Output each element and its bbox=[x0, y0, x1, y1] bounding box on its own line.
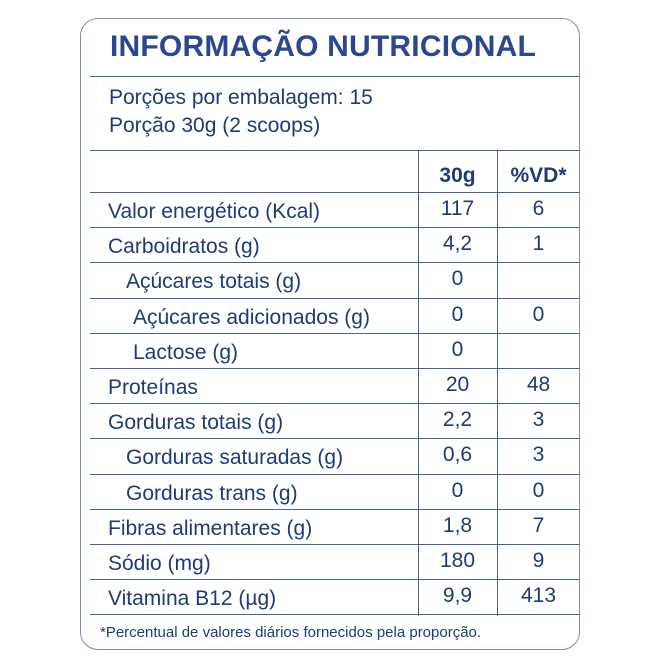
row-rule bbox=[90, 262, 580, 264]
nutrient-amount: 0 bbox=[451, 267, 464, 291]
row-rule bbox=[90, 579, 580, 581]
serving-size: Porção 30g (2 scoops) bbox=[109, 114, 321, 137]
column-divider-dv bbox=[497, 150, 498, 616]
column-header-amount: 30g bbox=[439, 164, 476, 187]
nutrient-amount: 0,6 bbox=[442, 443, 473, 467]
nutrient-amount: 4,2 bbox=[442, 232, 473, 256]
row-rule bbox=[90, 544, 580, 545]
nutrient-label: Açúcares adicionados (g) bbox=[133, 305, 370, 329]
nutrient-label: Gorduras totais (g) bbox=[108, 411, 284, 435]
nutrient-dv: 0 bbox=[532, 302, 545, 326]
row-rule bbox=[90, 614, 580, 616]
row-rule bbox=[90, 508, 580, 510]
nutrient-label: Gorduras saturadas (g) bbox=[126, 446, 344, 470]
row-rule bbox=[90, 368, 580, 369]
row-rule bbox=[90, 473, 580, 475]
nutrient-dv: 413 bbox=[520, 584, 557, 608]
nutrient-label: Carboidratos (g) bbox=[108, 235, 260, 259]
servings-per-package: Porções por embalagem: 15 bbox=[109, 86, 373, 109]
nutrient-amount: 9,9 bbox=[442, 584, 473, 608]
header-rule bbox=[90, 192, 580, 193]
nutrient-dv: 3 bbox=[532, 443, 545, 467]
nutrient-label: Gorduras trans (g) bbox=[126, 481, 298, 505]
row-rule bbox=[90, 438, 580, 440]
nutrient-amount: 0 bbox=[451, 302, 464, 326]
nutrient-dv: 0 bbox=[532, 478, 545, 502]
nutrient-dv: 48 bbox=[526, 373, 551, 396]
title-divider bbox=[90, 76, 580, 77]
nutrient-dv: 9 bbox=[532, 549, 545, 572]
nutrient-label: Açúcares totais (g) bbox=[126, 270, 302, 294]
nutrient-amount: 117 bbox=[440, 197, 475, 220]
nutrient-amount: 20 bbox=[445, 373, 470, 396]
nutrient-dv: 6 bbox=[532, 197, 545, 220]
nutrient-amount: 2,2 bbox=[442, 408, 473, 432]
row-rule bbox=[90, 403, 580, 405]
row-rule bbox=[90, 332, 580, 334]
nutrient-label: Proteínas bbox=[108, 376, 198, 399]
table-top-rule bbox=[90, 150, 580, 151]
nutrient-label: Sódio (mg) bbox=[108, 552, 211, 575]
row-rule bbox=[90, 297, 580, 299]
nutrient-label: Vitamina B12 (µg) bbox=[108, 587, 277, 611]
label-title: INFORMAÇÃO NUTRICIONAL bbox=[110, 30, 537, 63]
nutrient-amount: 180 bbox=[439, 549, 476, 572]
row-rule bbox=[90, 227, 580, 229]
nutrient-label: Lactose (g) bbox=[133, 340, 239, 364]
nutrient-amount: 0 bbox=[451, 478, 464, 502]
nutrient-label: Fibras alimentares (g) bbox=[108, 516, 313, 540]
nutrition-label-frame bbox=[80, 18, 580, 650]
column-header-dv: %VD* bbox=[510, 164, 567, 187]
nutrient-amount: 1,8 bbox=[442, 513, 473, 537]
nutrient-label: Valor energético (Kcal) bbox=[108, 200, 321, 223]
nutrient-dv: 1 bbox=[532, 232, 545, 256]
nutrient-amount: 0 bbox=[451, 337, 464, 361]
footnote: *Percentual de valores diários fornecido… bbox=[100, 624, 482, 641]
nutrient-dv: 7 bbox=[532, 513, 545, 537]
column-divider-amount bbox=[418, 150, 419, 616]
nutrient-dv: 3 bbox=[532, 408, 545, 432]
